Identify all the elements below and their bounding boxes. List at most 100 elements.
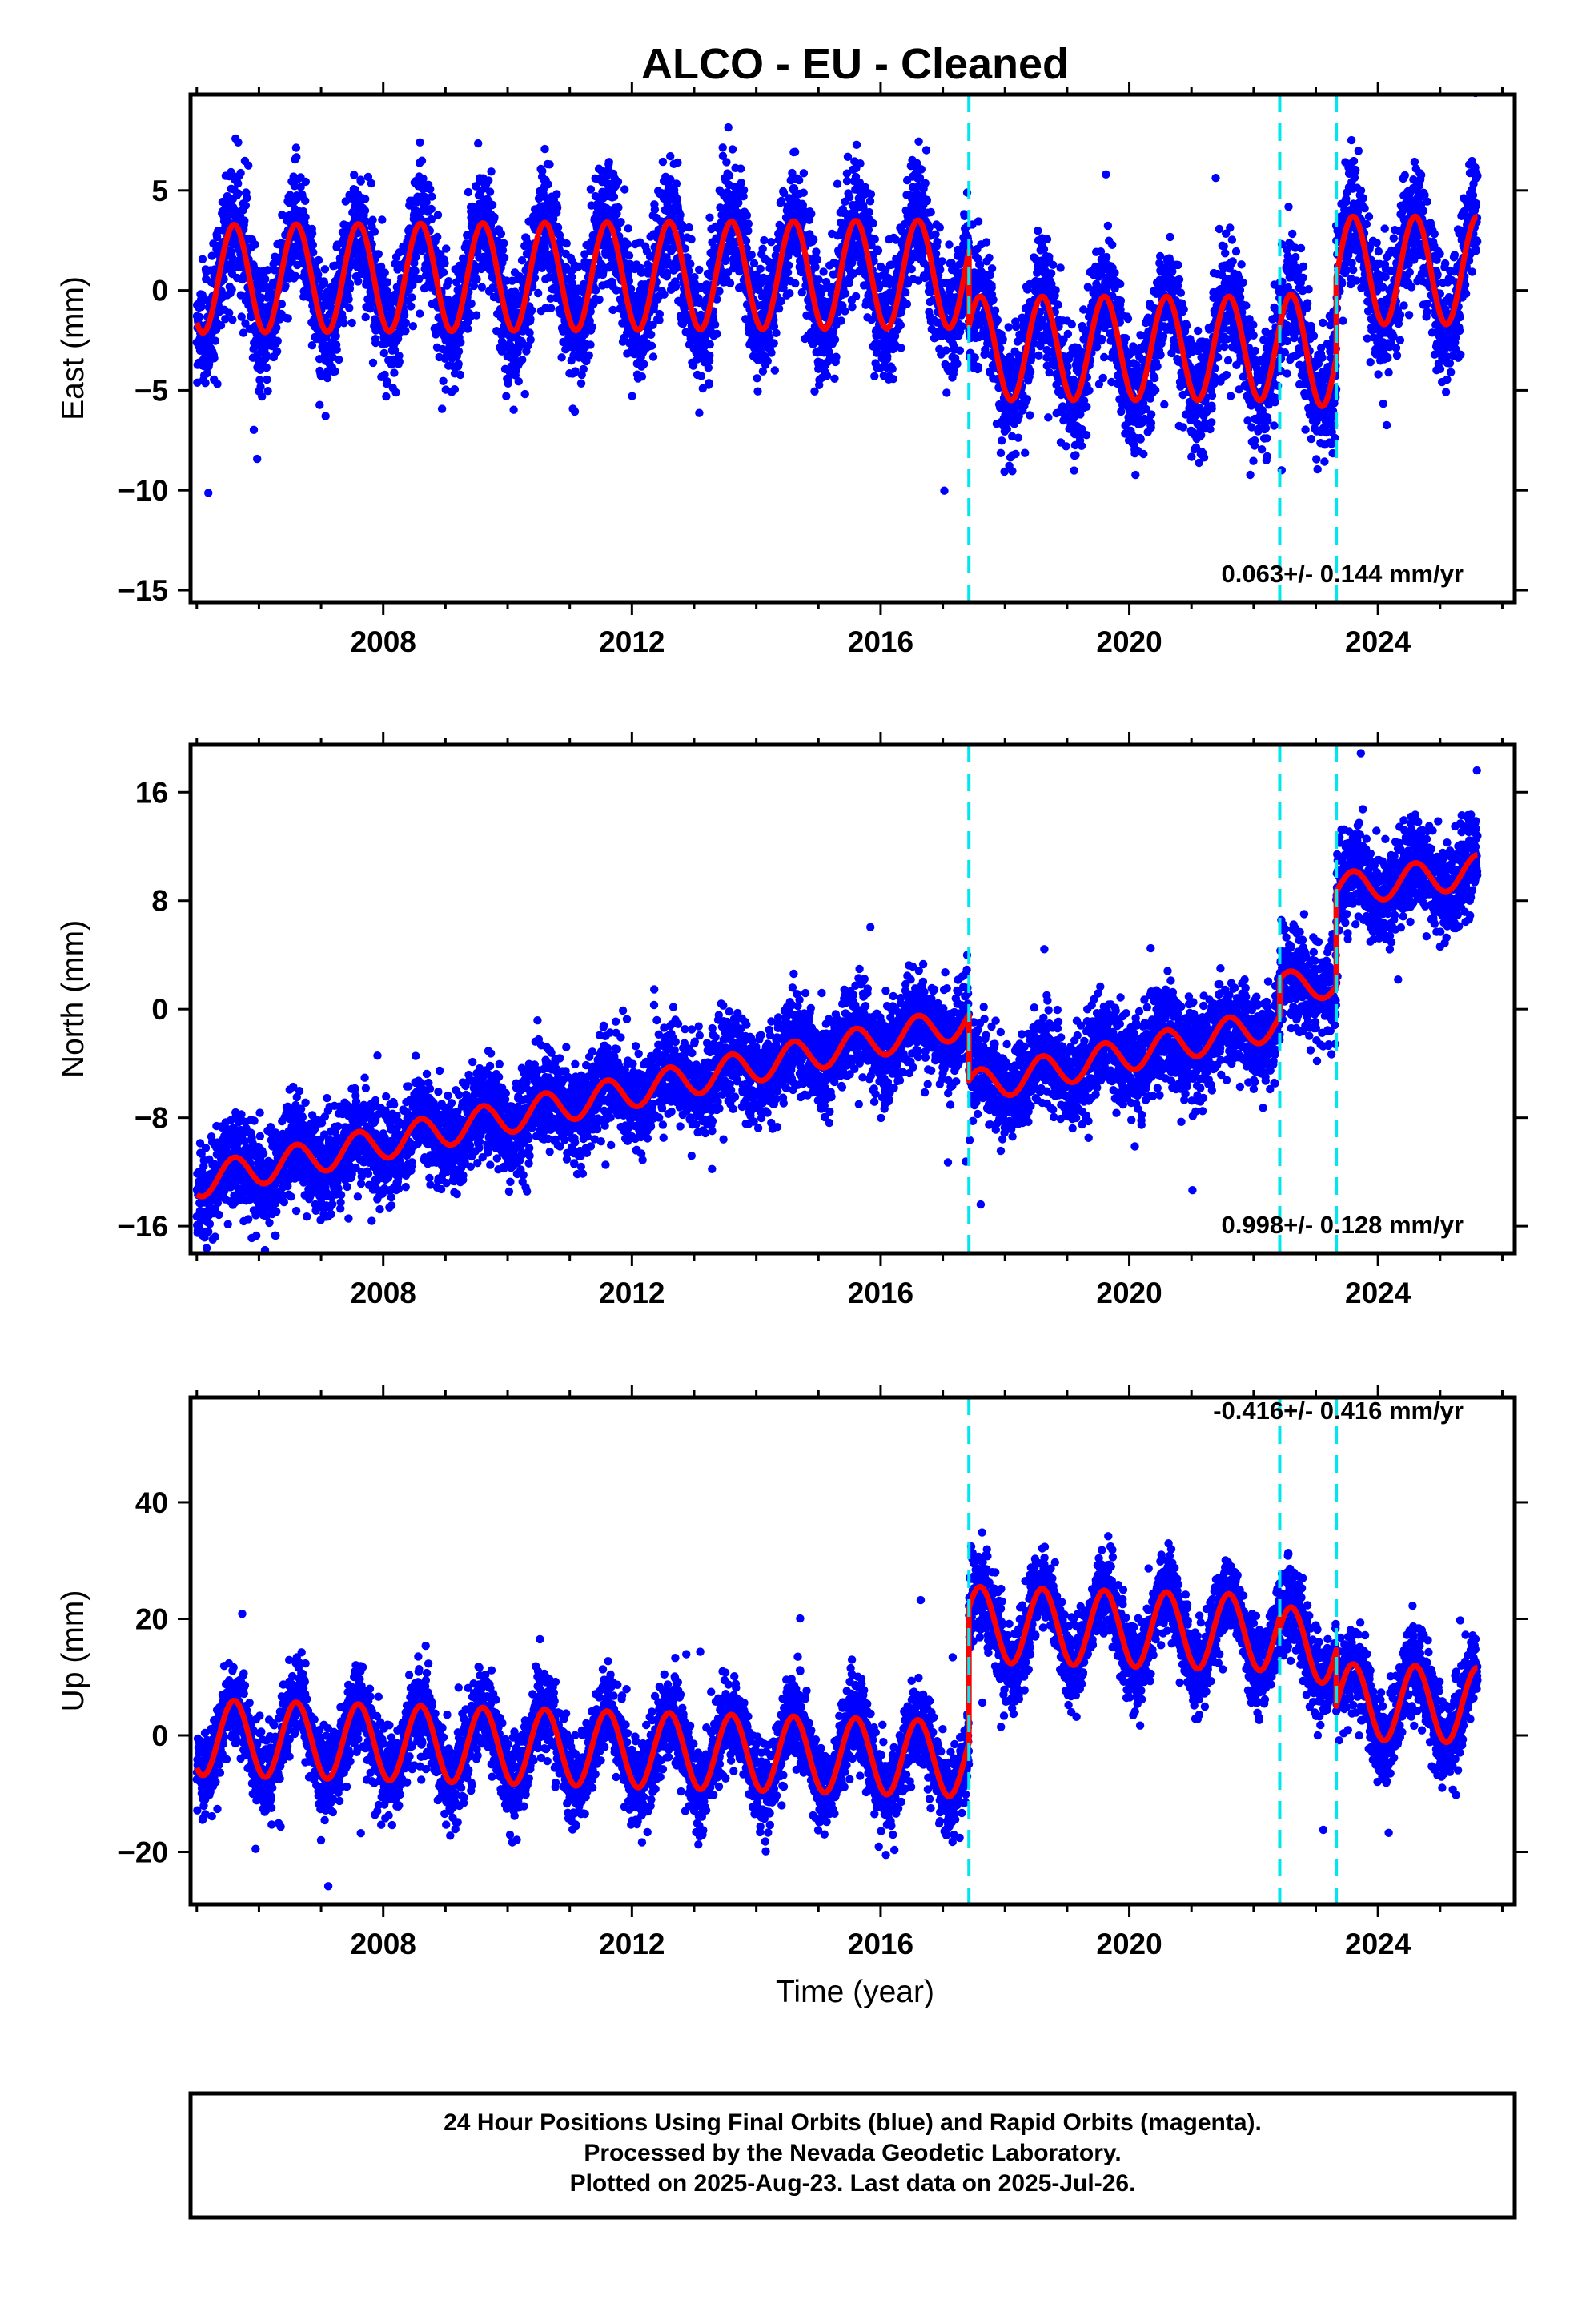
data-point — [686, 259, 695, 268]
data-point — [760, 235, 769, 245]
data-point — [382, 392, 391, 401]
data-point — [938, 257, 946, 266]
data-point — [347, 318, 356, 328]
data-point — [228, 316, 237, 324]
data-point — [210, 354, 219, 363]
data-point — [819, 267, 828, 276]
data-point — [822, 371, 832, 380]
data-point — [579, 364, 588, 374]
data-point — [520, 389, 529, 399]
data-point — [592, 286, 600, 295]
data-point — [518, 356, 527, 364]
data-point — [283, 314, 292, 323]
data-point — [243, 194, 251, 203]
data-point — [204, 489, 213, 497]
data-point — [407, 302, 416, 311]
data-point — [456, 370, 465, 380]
data-point — [655, 309, 664, 319]
data-point — [695, 265, 704, 275]
data-point — [687, 235, 696, 244]
data-point — [509, 405, 518, 414]
data-point — [442, 244, 451, 253]
data-point — [785, 261, 793, 270]
data-point — [249, 425, 259, 434]
data-point — [931, 230, 940, 239]
data-point — [227, 285, 236, 294]
data-point — [833, 179, 842, 188]
data-point — [985, 253, 994, 263]
data-point — [363, 172, 373, 182]
data-point — [354, 277, 363, 286]
data-point — [837, 316, 845, 325]
data-point — [697, 372, 706, 380]
data-point — [291, 271, 300, 281]
data-point — [456, 338, 465, 347]
data-point — [411, 267, 420, 275]
data-point — [371, 338, 380, 348]
data-point — [339, 319, 348, 328]
data-point — [974, 217, 983, 226]
data-point — [650, 205, 660, 214]
data-point — [671, 282, 681, 292]
data-point — [301, 177, 310, 187]
data-point — [753, 374, 761, 383]
data-point — [870, 372, 879, 380]
data-point — [935, 223, 945, 232]
data-point — [1011, 449, 1020, 459]
data-point — [314, 270, 323, 279]
data-point — [710, 320, 720, 329]
data-point — [237, 312, 246, 321]
data-point — [705, 351, 714, 360]
data-point — [739, 186, 749, 195]
data-point — [772, 328, 781, 337]
data-point — [383, 278, 392, 287]
data-point — [747, 251, 756, 259]
data-point — [526, 336, 535, 344]
data-point — [296, 183, 305, 191]
data-point — [737, 179, 746, 187]
data-point — [774, 304, 784, 313]
data-point — [870, 235, 880, 243]
data-point — [848, 303, 857, 312]
data-point — [763, 356, 772, 366]
data-point — [240, 216, 249, 225]
data-point — [263, 375, 271, 384]
data-point — [211, 336, 220, 345]
data-point — [648, 352, 658, 361]
data-point — [417, 156, 427, 165]
data-point — [319, 279, 329, 287]
data-point — [926, 207, 935, 217]
data-point — [345, 304, 354, 312]
data-point — [713, 329, 721, 338]
data-point — [534, 288, 543, 298]
data-point — [695, 408, 704, 417]
data-point — [993, 316, 1002, 324]
data-point — [301, 213, 310, 222]
data-point — [502, 392, 511, 400]
data-point — [917, 165, 926, 174]
data-point — [888, 364, 897, 373]
data-point — [437, 404, 447, 413]
data-point — [866, 190, 876, 199]
data-point — [608, 305, 617, 315]
data-point — [616, 218, 625, 227]
data-point — [472, 275, 481, 283]
data-point — [945, 240, 954, 249]
data-point — [467, 299, 476, 308]
data-point — [272, 324, 281, 332]
data-point — [588, 323, 596, 332]
data-point — [216, 321, 226, 330]
data-point — [958, 322, 967, 331]
data-point — [400, 311, 409, 320]
data-point — [841, 289, 850, 298]
data-point — [213, 380, 222, 388]
data-point — [921, 146, 931, 155]
data-point — [487, 167, 496, 176]
data-point — [273, 336, 282, 345]
data-point — [251, 240, 259, 249]
data-point — [203, 368, 211, 378]
data-point — [427, 204, 436, 214]
data-point — [609, 192, 619, 201]
data-point — [433, 232, 442, 242]
data-point — [933, 237, 942, 247]
